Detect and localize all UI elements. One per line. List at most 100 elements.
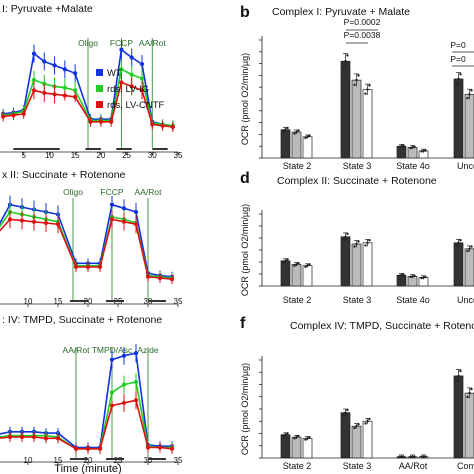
data-point <box>145 274 151 279</box>
data-point <box>62 67 67 72</box>
category-label: State 3 <box>343 295 372 305</box>
replicate-dot <box>297 129 300 132</box>
data-point <box>31 434 37 440</box>
data-point <box>169 277 175 282</box>
y-axis-title: OCR (pmol O2/min/µg) <box>240 204 250 296</box>
replicate-dot <box>306 437 309 440</box>
replicate-dot <box>411 455 414 458</box>
data-point <box>121 382 127 387</box>
replicate-dot <box>413 145 416 148</box>
data-point <box>145 445 151 450</box>
data-point <box>97 264 103 270</box>
y-axis-title: OCR (pmol O2/min/µg) <box>240 53 250 145</box>
data-point <box>129 55 134 60</box>
legend-label: rds, LV-IG <box>107 84 149 95</box>
bar <box>453 78 464 159</box>
replicate-dot <box>308 263 311 266</box>
replicate-dot <box>308 134 311 137</box>
data-point <box>73 88 78 93</box>
replicate-dot <box>420 276 423 280</box>
data-point <box>73 264 79 270</box>
replicate-dot <box>409 146 412 150</box>
series-line-2 <box>0 218 173 280</box>
x-tick-label: 20 <box>96 151 105 160</box>
data-point <box>109 202 115 207</box>
bar <box>280 434 291 459</box>
data-point <box>157 275 163 281</box>
bar <box>362 242 373 287</box>
injection-label: Oligo <box>78 38 98 48</box>
data-point <box>160 123 165 128</box>
data-point <box>42 81 47 86</box>
category-label: AA/Rot <box>399 461 428 471</box>
data-point <box>73 446 79 451</box>
data-point <box>119 67 124 72</box>
bar <box>464 392 474 459</box>
replicate-dot <box>366 241 369 244</box>
x-tick-label: 20 <box>84 297 93 306</box>
replicate-dot <box>293 132 296 135</box>
line-panel-c: x II: Succinate + Rotenone101520253035Ol… <box>0 169 183 307</box>
replicate-dot <box>413 455 416 458</box>
replicate-dot <box>422 149 425 153</box>
injection-label: Oligo <box>63 187 83 197</box>
data-point <box>62 85 67 90</box>
replicate-dot <box>424 275 427 279</box>
replicate-dot <box>402 144 405 147</box>
data-point <box>85 264 91 270</box>
data-point <box>121 206 127 211</box>
replicate-dot <box>344 235 347 238</box>
replicate-dot <box>308 436 311 439</box>
p-value-label: P=0 <box>450 54 466 64</box>
replicate-dot <box>368 417 371 421</box>
replicate-dot <box>368 84 371 87</box>
replicate-dot <box>422 276 425 279</box>
replicate-dot <box>304 438 307 441</box>
x-tick-label: 10 <box>45 151 54 160</box>
replicate-dot <box>468 93 471 96</box>
replicate-dot <box>459 239 462 242</box>
bar-panel-title: Complex II: Succinate + Rotenone <box>277 175 437 187</box>
data-point <box>31 88 37 93</box>
replicate-dot <box>459 369 462 373</box>
replicate-dot <box>355 424 358 428</box>
replicate-dot <box>284 433 287 436</box>
data-point <box>169 446 175 451</box>
data-point <box>88 119 93 124</box>
replicate-dot <box>282 130 285 133</box>
legend-label: WT <box>107 68 122 79</box>
replicate-dot <box>457 374 460 378</box>
data-point <box>43 436 49 441</box>
bar <box>362 420 373 459</box>
x-tick-label: 35 <box>174 151 183 160</box>
data-point <box>11 113 16 118</box>
replicate-dot <box>424 149 427 152</box>
replicate-dot <box>364 92 367 95</box>
x-tick-label: 30 <box>148 151 157 160</box>
data-point <box>133 379 139 385</box>
bar <box>362 89 373 159</box>
replicate-dot <box>286 126 289 130</box>
x-tick-label: 5 <box>21 151 26 160</box>
data-point <box>150 122 155 127</box>
bar <box>280 260 291 287</box>
data-point <box>121 219 127 224</box>
replicate-dot <box>409 455 412 459</box>
category-label: State 3 <box>343 161 372 171</box>
data-point <box>119 80 124 85</box>
replicate-dot <box>297 434 300 438</box>
data-point <box>109 390 115 395</box>
panel-letter: d <box>240 170 250 187</box>
replicate-dot <box>357 240 360 243</box>
replicate-dot <box>342 414 345 417</box>
data-point <box>121 353 127 358</box>
bar <box>291 131 302 159</box>
replicate-dot <box>306 264 309 267</box>
injection-label: AA/Rot <box>63 345 91 355</box>
injection-label: TMPD/Asc <box>92 345 133 355</box>
replicate-dot <box>468 247 471 250</box>
replicate-dot <box>304 136 307 140</box>
data-point <box>62 93 67 98</box>
replicate-dot <box>420 150 423 153</box>
replicate-dot <box>364 244 367 247</box>
